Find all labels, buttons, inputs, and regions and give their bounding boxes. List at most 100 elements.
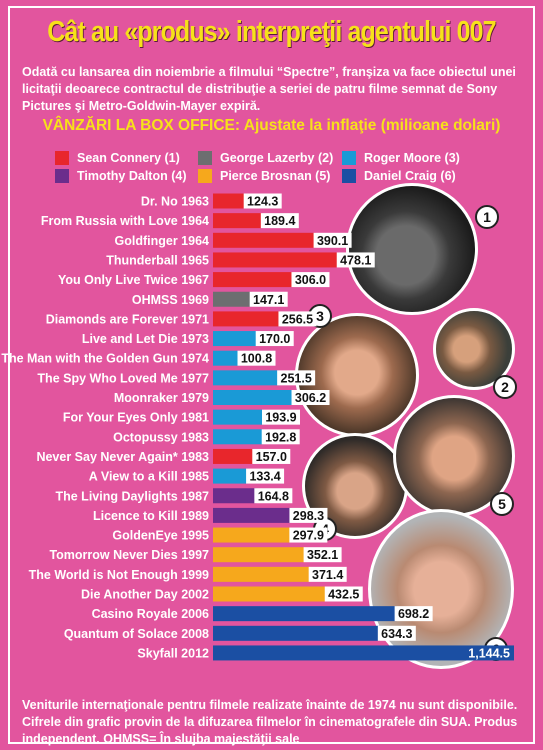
legend-swatch xyxy=(55,151,69,165)
legend-swatch xyxy=(198,169,212,183)
category-label: Moonraker 1979 xyxy=(114,391,209,405)
category-label: The World is Not Enough 1999 xyxy=(29,568,209,582)
value-label: 256.5 xyxy=(282,312,313,326)
value-box xyxy=(377,625,416,641)
category-label: Skyfall 2012 xyxy=(137,646,209,660)
bar xyxy=(213,566,311,582)
value-box xyxy=(313,232,352,248)
category-label: Die Another Day 2002 xyxy=(81,588,209,602)
category-label: The Living Daylights 1987 xyxy=(55,489,209,503)
category-label: Dr. No 1963 xyxy=(141,195,209,209)
page-title: Cât au «produs» interpreţii agentului 00… xyxy=(47,16,496,48)
value-label: 371.4 xyxy=(312,568,343,582)
value-box xyxy=(289,527,328,543)
bar xyxy=(213,606,397,622)
category-label: GoldenEye 1995 xyxy=(112,529,209,543)
category-label: Octopussy 1983 xyxy=(113,430,209,444)
value-label: 352.1 xyxy=(307,548,338,562)
category-label: You Only Live Twice 1967 xyxy=(58,273,209,287)
legend-label: Timothy Dalton (4) xyxy=(77,169,187,183)
value-label: 306.0 xyxy=(295,273,326,287)
bar xyxy=(213,448,255,464)
legend-item-roger-moore: Roger Moore (3) xyxy=(342,151,460,165)
bar xyxy=(213,350,240,366)
value-box xyxy=(291,272,330,288)
footer-note: Veniturile internaţionale pentru filmele… xyxy=(22,698,518,746)
value-label: 189.4 xyxy=(264,214,295,228)
legend-swatch xyxy=(342,151,356,165)
value-box xyxy=(394,606,433,622)
bar xyxy=(213,291,252,307)
value-box xyxy=(291,390,330,405)
bar xyxy=(213,527,292,543)
value-label: 698.2 xyxy=(398,607,429,621)
bar xyxy=(213,547,306,563)
bar xyxy=(213,625,380,641)
value-label: 157.0 xyxy=(256,450,287,464)
frame-border xyxy=(8,6,535,744)
intro-text: Odată cu lansarea din noiembrie a filmul… xyxy=(22,65,516,113)
category-label: From Russia with Love 1964 xyxy=(41,214,209,228)
bar xyxy=(213,311,281,327)
legend-label: Roger Moore (3) xyxy=(364,151,460,165)
value-label: 133.4 xyxy=(249,470,280,484)
value-box xyxy=(237,350,276,366)
portrait-roger-moore xyxy=(295,313,419,437)
value-label: 390.1 xyxy=(317,234,348,248)
value-box xyxy=(324,586,363,602)
legend-item-timothy-dalton: Timothy Dalton (4) xyxy=(55,169,187,183)
legend-swatch xyxy=(198,151,212,165)
category-label: For Your Eyes Only 1981 xyxy=(63,411,209,425)
category-label: Live and Let Die 1973 xyxy=(82,332,209,346)
category-label: Goldfinger 1964 xyxy=(115,234,210,248)
value-label: 192.8 xyxy=(265,430,296,444)
legend-swatch xyxy=(342,169,356,183)
bar xyxy=(213,232,316,248)
value-label: 297.9 xyxy=(293,529,324,543)
bar xyxy=(213,429,264,445)
portrait-badge: 1 xyxy=(475,205,499,229)
value-label: 124.3 xyxy=(247,195,278,209)
value-box xyxy=(277,370,316,386)
value-label: 478.1 xyxy=(340,253,371,267)
legend-label: George Lazerby (2) xyxy=(220,151,334,165)
legend-label: Daniel Craig (6) xyxy=(364,169,456,183)
value-label: 100.8 xyxy=(241,352,272,366)
category-label: Thunderball 1965 xyxy=(106,253,209,267)
category-label: Licence to Kill 1989 xyxy=(93,509,209,523)
legend-label: Pierce Brosnan (5) xyxy=(220,169,331,183)
value-label: 193.9 xyxy=(265,411,296,425)
bar xyxy=(213,390,294,405)
bar xyxy=(213,488,257,504)
legend-item-george-lazerby: George Lazerby (2) xyxy=(198,151,333,165)
value-box xyxy=(303,547,342,563)
value-box xyxy=(254,488,293,504)
category-label: Diamonds are Forever 1971 xyxy=(46,312,209,326)
category-label: A View to a Kill 1985 xyxy=(89,470,209,484)
value-label: 1,144.5 xyxy=(468,646,510,660)
category-label: Quantum of Solace 2008 xyxy=(64,627,209,641)
portrait-badge: 5 xyxy=(490,492,514,516)
bar xyxy=(213,370,280,386)
bar xyxy=(213,252,339,268)
chart-subtitle: VÂNZĂRI LA BOX OFFICE: Ajustate la infla… xyxy=(42,117,501,134)
legend-item-pierce-brosnan: Pierce Brosnan (5) xyxy=(198,169,330,183)
category-label: Casino Royale 2006 xyxy=(92,607,209,621)
value-box xyxy=(249,291,288,307)
legend-item-daniel-craig: Daniel Craig (6) xyxy=(342,169,456,183)
legend-item-sean-connery: Sean Connery (1) xyxy=(55,151,180,165)
portrait-sean-connery xyxy=(346,183,478,315)
value-box xyxy=(246,468,285,484)
category-label: Never Say Never Again* 1983 xyxy=(36,450,209,464)
bar xyxy=(213,213,263,229)
value-box xyxy=(308,566,347,582)
value-label: 164.8 xyxy=(258,489,289,503)
bar xyxy=(213,507,292,523)
value-box xyxy=(243,193,282,209)
legend-label: Sean Connery (1) xyxy=(77,151,180,165)
value-label: 170.0 xyxy=(259,332,290,346)
category-label: The Man with the Golden Gun 1974 xyxy=(1,352,209,366)
portrait-badge: 2 xyxy=(493,375,517,399)
value-label: 634.3 xyxy=(381,627,412,641)
category-label: The Spy Who Loved Me 1977 xyxy=(37,371,209,385)
